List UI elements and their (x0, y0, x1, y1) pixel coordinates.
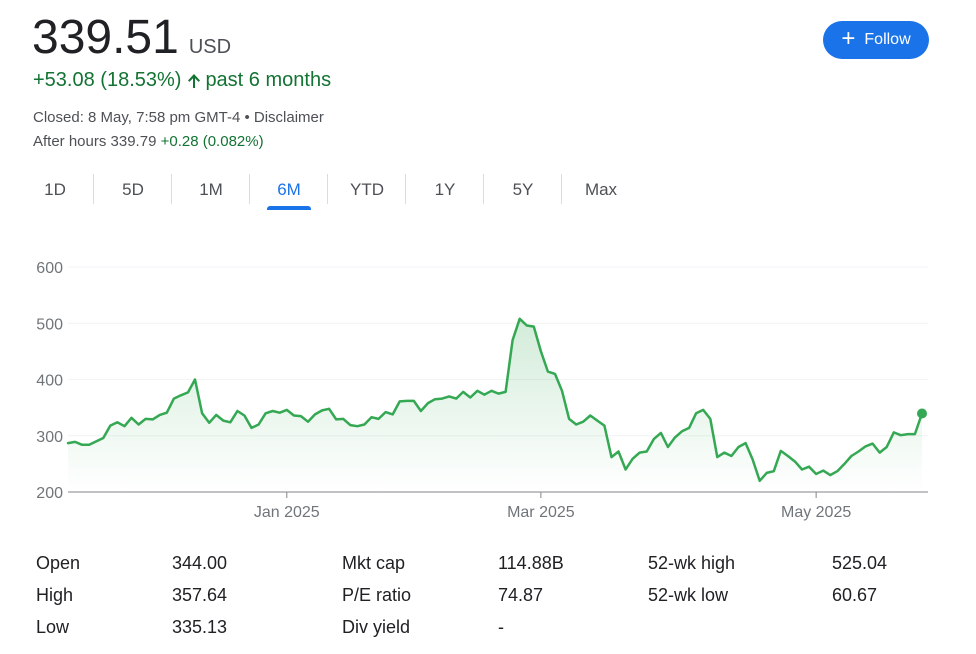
after-hours-price: After hours 339.79 (33, 133, 157, 150)
tab-divider (93, 174, 94, 204)
stat-52wk-low-label: 52-wk low (648, 585, 729, 605)
x-axis: Jan 2025 Mar 2025 May 2025 (254, 492, 851, 521)
tab-label: 5D (122, 180, 144, 199)
stat-pe-ratio-label: P/E ratio (342, 585, 412, 605)
tab-6m[interactable]: 6M (250, 172, 328, 212)
tab-divider (327, 174, 328, 204)
currency-label: USD (188, 36, 232, 58)
tab-divider (561, 174, 562, 204)
tab-1d[interactable]: 1D (16, 172, 94, 212)
stat-open-label: Open (36, 553, 81, 573)
stat-open-value: 344.00 (172, 553, 228, 573)
tab-1m[interactable]: 1M (172, 172, 250, 212)
tab-label: 1M (199, 180, 223, 199)
range-tabs: 1D 5D 1M 6M YTD 1Y 5Y Max (16, 172, 640, 212)
tab-label: YTD (350, 180, 384, 199)
price-change: +53.08 (18.53%) past 6 months (33, 69, 331, 92)
price-line (66, 317, 924, 483)
tab-max[interactable]: Max (562, 172, 640, 212)
arrow-up-icon (187, 73, 201, 89)
active-tab-indicator (267, 206, 311, 210)
tab-5y[interactable]: 5Y (484, 172, 562, 212)
tab-ytd[interactable]: YTD (328, 172, 406, 212)
price-area-fill (68, 318, 922, 492)
current-price: 339.51 (32, 11, 179, 64)
price-chart[interactable]: 200 300 400 500 600 Jan 2025 Mar 2025 May 2025 (0, 245, 976, 535)
tab-5d[interactable]: 5D (94, 172, 172, 212)
tab-divider (483, 174, 484, 204)
tab-1y[interactable]: 1Y (406, 172, 484, 212)
tab-divider (249, 174, 250, 204)
stat-52wk-high-label: 52-wk high (648, 553, 736, 573)
current-price-dot (917, 408, 927, 419)
follow-button-label: Follow (864, 31, 911, 48)
y-tick-label: 200 (36, 485, 63, 502)
stat-high-label: High (36, 585, 74, 605)
stat-low-label: Low (36, 617, 70, 637)
tab-label: 6M (277, 180, 301, 199)
x-tick-label: Jan 2025 (254, 504, 320, 521)
stat-52wk-high-value: 525.04 (832, 553, 888, 573)
follow-button[interactable]: + Follow (823, 21, 929, 59)
price-header: 339.51 USD (32, 10, 231, 65)
y-tick-label: 300 (36, 429, 63, 446)
y-tick-label: 600 (36, 260, 63, 277)
change-value: +53.08 (18.53%) (33, 69, 182, 91)
after-hours-change: +0.28 (0.082%) (160, 133, 264, 150)
x-tick-label: May 2025 (781, 504, 851, 521)
stat-low-value: 335.13 (172, 617, 228, 637)
stat-div-yield-label: Div yield (342, 617, 411, 637)
tab-divider (405, 174, 406, 204)
after-hours-info: After hours 339.79 +0.28 (0.082%) (33, 133, 264, 150)
tab-label: 1Y (434, 180, 456, 199)
stat-52wk-low-value: 60.67 (832, 585, 878, 605)
change-period: past 6 months (205, 69, 332, 91)
y-tick-label: 500 (36, 316, 63, 333)
stat-mkt-cap-label: Mkt cap (342, 553, 406, 573)
closed-info: Closed: 8 May, 7:58 pm GMT-4 • Disclaime… (33, 109, 324, 126)
stat-mkt-cap-value: 114.88B (498, 553, 564, 573)
stat-high-value: 357.64 (172, 585, 228, 605)
stat-pe-ratio-value: 74.87 (498, 585, 544, 605)
x-tick-label: Mar 2025 (507, 504, 575, 521)
tab-divider (171, 174, 172, 204)
y-tick-label: 400 (36, 373, 63, 390)
tab-label: Max (584, 180, 618, 199)
tab-label: 5Y (512, 180, 534, 199)
plus-icon: + (841, 25, 856, 52)
stat-div-yield-value: - (498, 617, 504, 637)
tab-label: 1D (44, 180, 66, 199)
